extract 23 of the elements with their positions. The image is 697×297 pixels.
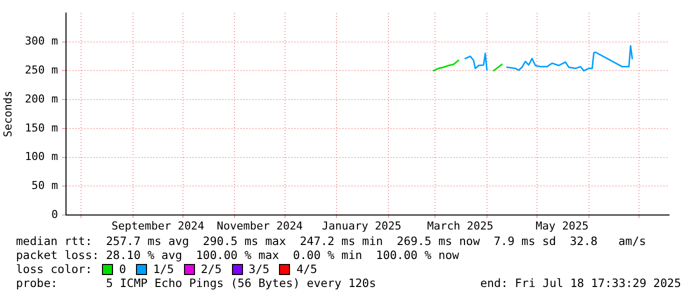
text: probe: 5 ICMP Echo Pings (56 Bytes) every 120s <box>16 276 376 290</box>
y-tick-label: 100 m <box>24 150 58 164</box>
legend-title: loss color: <box>16 262 92 276</box>
legend-label: 0 <box>119 262 126 276</box>
x-tick-label: January 2025 <box>322 219 402 232</box>
y-axis-title: Seconds <box>1 90 14 138</box>
legend-label: 3/5 <box>248 262 270 276</box>
x-tick-label: May 2025 <box>536 219 589 232</box>
x-tick-label: November 2024 <box>216 219 304 232</box>
x-tick-label: March 2025 <box>427 219 494 232</box>
y-tick-label: 300 m <box>24 34 58 48</box>
legend-label: 4/5 <box>296 262 318 276</box>
text: end: Fri Jul 18 17:33:29 2025 <box>480 276 681 290</box>
legend-label: 1/5 <box>153 262 174 276</box>
y-tick-label: 200 m <box>24 92 58 106</box>
y-tick-label: 150 m <box>24 121 58 134</box>
y-tick-label: 50 m <box>32 179 58 192</box>
y-tick-label: 0 <box>51 208 58 221</box>
text: median rtt: 257.7 ms avg 290.5 ms max 247.2 ms min 269.5 ms now 7.9 ms sd 32.8 am/s <box>16 234 646 248</box>
x-tick-label: September 2024 <box>112 219 205 232</box>
text: packet loss: 28.10 % avg 100.00 % max 0.00 % min 100.00 % now <box>16 248 460 262</box>
legend-label: 2/5 <box>200 262 222 276</box>
y-tick-label: 250 m <box>24 64 58 77</box>
